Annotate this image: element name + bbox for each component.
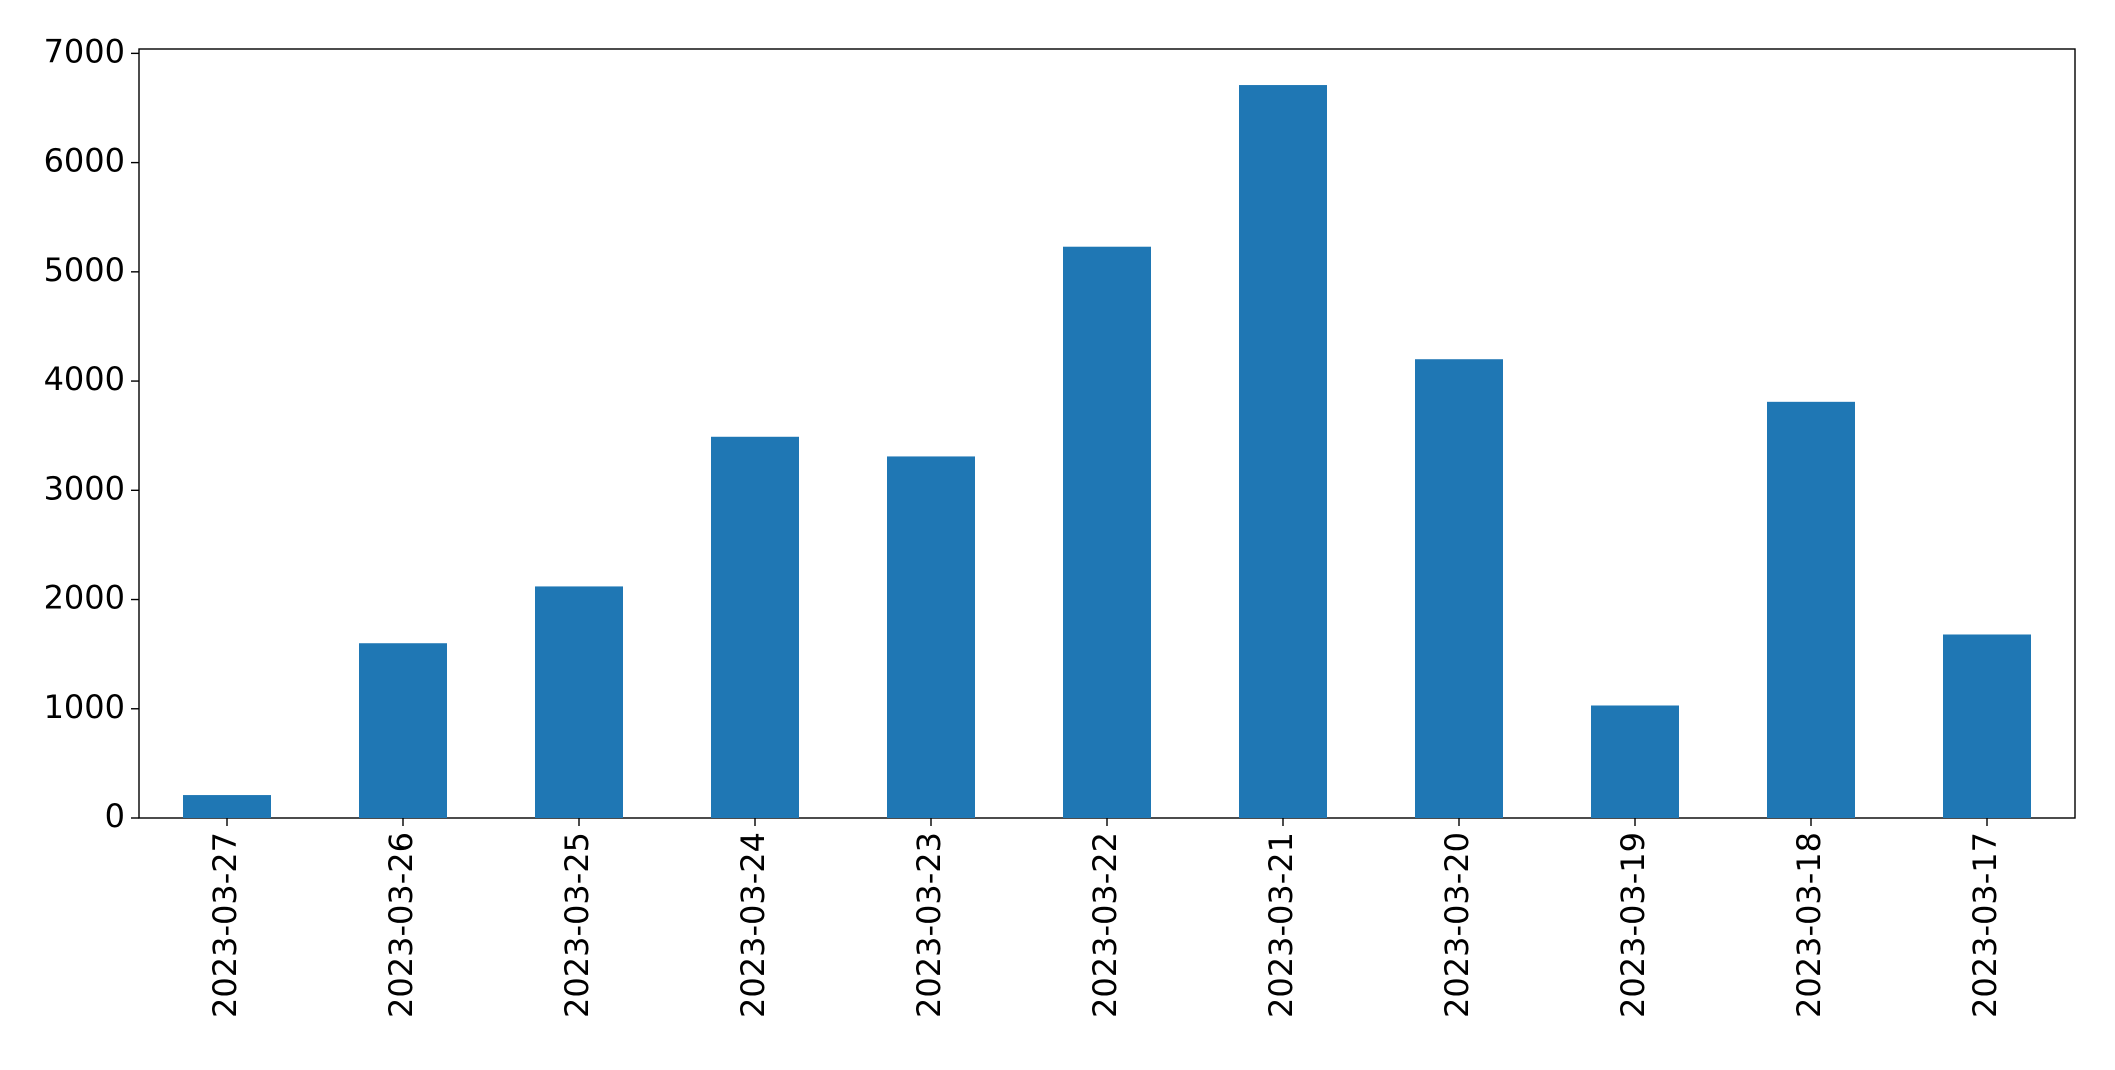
bar [535,586,623,818]
bar [183,795,271,818]
x-tick-label: 2023-03-21 [1262,832,1300,1018]
bar [887,456,975,818]
x-tick-label: 2023-03-17 [1966,832,2004,1018]
y-tick-label: 4000 [44,360,125,398]
y-tick-label: 1000 [44,688,125,726]
bar [1767,401,1855,818]
x-tick-label: 2023-03-24 [734,832,772,1018]
bar [1415,359,1503,818]
y-tick-label: 0 [105,797,125,835]
y-tick-label: 7000 [44,32,125,70]
x-tick-label: 2023-03-27 [206,832,244,1018]
x-tick-label: 2023-03-18 [1790,832,1828,1018]
bar [1239,85,1327,818]
x-tick-label: 2023-03-25 [558,832,596,1018]
x-tick-label: 2023-03-23 [910,832,948,1018]
y-tick-label: 3000 [44,469,125,507]
x-tick-label: 2023-03-19 [1614,832,1652,1018]
bar [711,436,799,818]
x-tick-label: 2023-03-20 [1438,832,1476,1018]
bar [1943,634,2031,818]
bar [359,643,447,818]
y-tick-label: 6000 [44,142,125,180]
y-tick-label: 5000 [44,251,125,289]
bar [1063,246,1151,818]
x-tick-label: 2023-03-22 [1086,832,1124,1018]
bar [1591,705,1679,818]
x-tick-label: 2023-03-26 [382,832,420,1018]
y-tick-label: 2000 [44,579,125,617]
